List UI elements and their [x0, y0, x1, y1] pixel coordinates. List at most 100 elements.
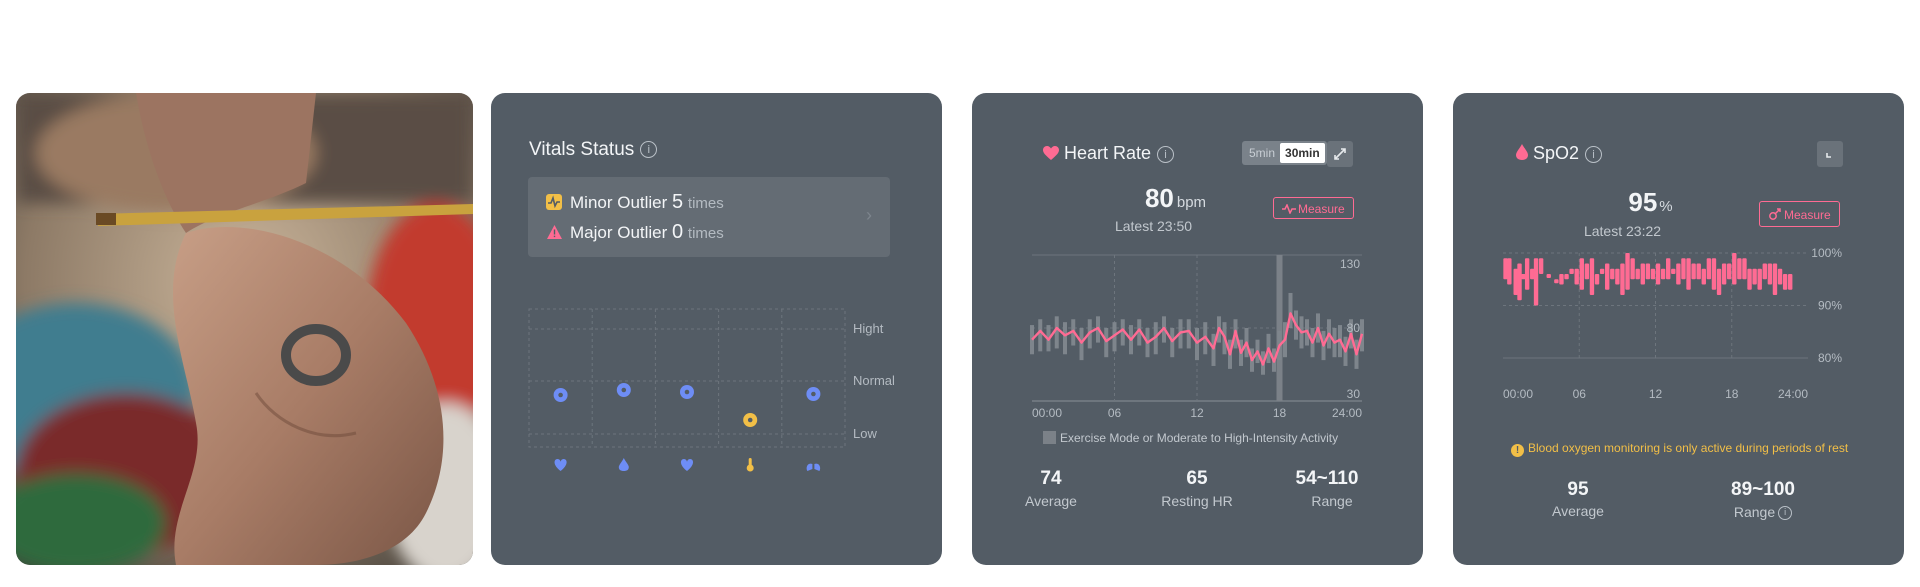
minor-outlier-row: Minor Outlier 5 times	[546, 191, 724, 214]
collapse-button[interactable]	[1817, 141, 1843, 167]
hr-range-bar	[1288, 292, 1293, 328]
info-icon[interactable]: i	[1778, 506, 1793, 521]
heart-icon	[1043, 146, 1059, 160]
hr-range-bar	[1195, 328, 1199, 361]
spo2-y-tick: 80%	[1818, 351, 1842, 365]
spo2-warning: ! Blood oxygen monitoring is only active …	[1511, 441, 1848, 457]
spo2-bar	[1559, 274, 1564, 285]
vitals-grid	[528, 308, 846, 448]
vital-point	[553, 388, 568, 402]
spo2-latest-time: Latest 23:22	[1583, 223, 1662, 239]
spo2-grid	[1503, 252, 1808, 359]
pulse-icon	[1282, 203, 1296, 215]
heart-icon	[554, 459, 567, 471]
spo2-bar	[1701, 268, 1706, 285]
spo2-bar	[1605, 263, 1610, 290]
hr-measure-button[interactable]: Measure	[1273, 197, 1354, 219]
spo2-bar	[1533, 258, 1539, 306]
spo2-bar	[1767, 263, 1773, 285]
info-icon[interactable]: i	[1157, 145, 1175, 163]
spo2-bar	[1655, 263, 1661, 285]
spo2-bar	[1727, 263, 1732, 280]
exercise-band	[1276, 255, 1283, 401]
exercise-legend-swatch	[1043, 431, 1056, 444]
spo2-bar	[1615, 268, 1620, 285]
spo2-bar	[1513, 268, 1518, 295]
spo2-bar	[1716, 268, 1722, 295]
spo2-value-unit: %	[1659, 198, 1673, 215]
spo2-bar	[1660, 268, 1666, 280]
level-label: Hight	[853, 321, 884, 336]
spo2-bar	[1671, 268, 1676, 274]
spo2-bar	[1507, 258, 1512, 285]
hr-range-value: 54~110	[1295, 468, 1359, 489]
vitals-status-card: Vitals Status i Minor Outlier 5 times Maj…	[491, 93, 942, 565]
heart-rate-card: Heart Rate i 5min 30min 80 bpm Latest 23:5…	[972, 93, 1423, 565]
heart-rate-title-text: Heart Rate	[1064, 143, 1152, 163]
spo2-range-label: Range i	[1713, 504, 1813, 521]
spo2-bar	[1762, 263, 1767, 280]
spo2-bar	[1546, 274, 1551, 278]
spo2-title-text: SpO2	[1533, 143, 1580, 163]
vitals-title-text: Vitals Status	[529, 139, 635, 160]
spo2-average-label: Average	[1552, 503, 1604, 519]
level-label: Low	[853, 426, 877, 441]
chevron-right-icon[interactable]: ›	[866, 205, 872, 225]
spo2-bar	[1691, 263, 1696, 280]
vital-point	[616, 383, 631, 397]
hr-range-bar	[1170, 328, 1175, 358]
hr-value-unit: bpm	[1176, 194, 1207, 211]
pulse-warning-icon	[546, 194, 562, 210]
spo2-card: SpO2 i 95% Latest 23:22 Measure 100% 90% 80…	[1453, 93, 1904, 565]
hr-x-tick: 24:00	[1332, 406, 1362, 420]
blood-drop-icon	[1516, 144, 1528, 160]
spo2-bar	[1681, 258, 1686, 280]
info-icon[interactable]: i	[640, 141, 658, 159]
spo2-bar	[1686, 258, 1691, 290]
spo2-bar	[1625, 253, 1630, 290]
spo2-bar	[1630, 258, 1635, 280]
expand-button[interactable]	[1327, 141, 1353, 167]
hr-y-tick: 30	[1347, 387, 1361, 401]
toggle-5min[interactable]: 5min	[1249, 146, 1276, 160]
spo2-bar	[1620, 263, 1625, 295]
spo2-bar	[1732, 253, 1737, 285]
spo2-bar	[1635, 268, 1640, 280]
heart-rate-value: 80 bpm	[972, 183, 1423, 214]
hr-y-tick: 80	[1347, 321, 1361, 335]
spo2-bar	[1574, 268, 1579, 285]
spo2-x-tick: 12	[1649, 387, 1663, 401]
hr-average-value: 74	[1040, 468, 1062, 489]
spo2-bar	[1594, 274, 1600, 285]
hr-range-bar	[1120, 319, 1125, 346]
spo2-bar	[1782, 274, 1788, 290]
spo2-bar	[1706, 258, 1712, 280]
outlier-summary-panel[interactable]: Minor Outlier 5 times Major Outlier 0 ti…	[528, 177, 890, 257]
hr-x-tick: 12	[1190, 406, 1204, 420]
spo2-bar	[1530, 268, 1535, 280]
hr-range-bar	[1137, 319, 1142, 346]
minor-times-unit: times	[687, 195, 724, 212]
spo2-bar	[1524, 258, 1530, 290]
exercise-legend-text: Exercise Mode or Moderate to High-Intens…	[1060, 431, 1339, 445]
spo2-bar	[1666, 258, 1671, 280]
major-outlier-row: Major Outlier 0 times	[546, 221, 724, 244]
spo2-y-tick: 100%	[1811, 246, 1842, 260]
spo2-bar	[1676, 263, 1681, 285]
spo2-title: SpO2 i	[1515, 143, 1603, 164]
spo2-bar	[1503, 258, 1508, 280]
spo2-bar	[1579, 258, 1584, 290]
hr-range-bar	[1186, 319, 1191, 349]
info-icon[interactable]: i	[1585, 145, 1603, 163]
toggle-30min[interactable]: 30min	[1280, 143, 1325, 163]
hr-range-bar	[1063, 322, 1067, 355]
spo2-value-number: 95	[1628, 187, 1658, 217]
spo2-bar	[1696, 263, 1701, 280]
spo2-bar	[1564, 274, 1569, 280]
spo2-bar	[1584, 263, 1590, 280]
hr-value-number: 80	[1144, 183, 1174, 213]
spo2-measure-button[interactable]: Measure	[1759, 201, 1840, 227]
hr-range-bar	[1054, 316, 1059, 349]
spo2-bar	[1569, 268, 1574, 274]
major-outlier-label: Major Outlier	[570, 223, 668, 242]
